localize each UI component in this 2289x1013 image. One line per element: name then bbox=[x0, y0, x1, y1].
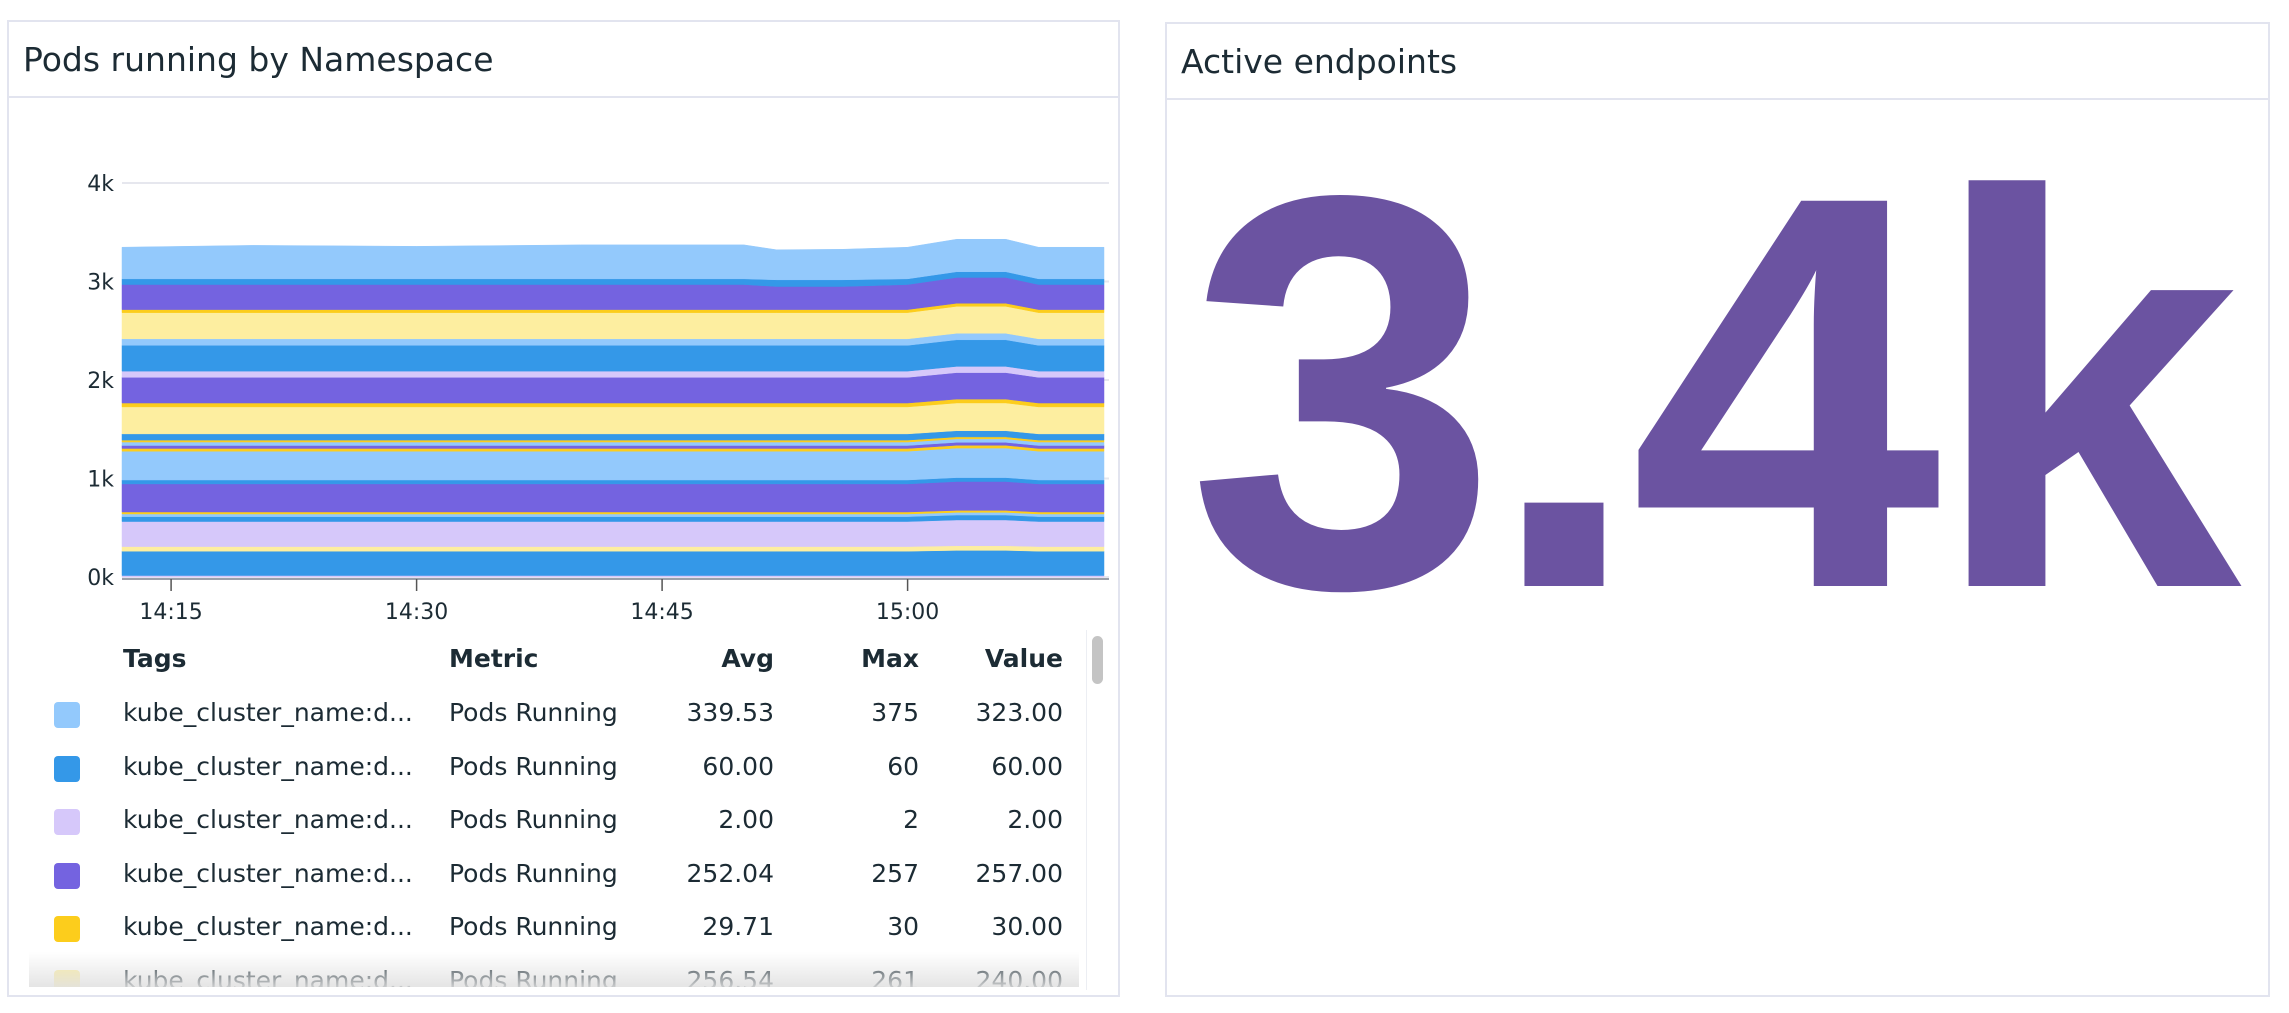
area-series bbox=[121, 550, 1105, 576]
x-tick-label: 15:00 bbox=[876, 600, 939, 625]
series-color-swatch bbox=[54, 755, 80, 782]
table-row[interactable]: kube_cluster_name:d... Pods Running 2.00 2 2… bbox=[9, 797, 1089, 847]
active-endpoints-widget: Active endpoints 3.4k bbox=[1165, 22, 2270, 997]
legend-table: Tags Metric Avg Max Value kube_cluster_n… bbox=[9, 632, 1089, 987]
y-tick-label: 2k bbox=[87, 369, 114, 394]
scroll-fade bbox=[29, 952, 1079, 987]
widget-title: Pods running by Namespace bbox=[9, 22, 1118, 98]
series-color-swatch bbox=[54, 862, 80, 889]
x-tick-label: 14:45 bbox=[630, 600, 693, 625]
row-value: 257.00 bbox=[975, 858, 1063, 888]
x-tick-label: 14:30 bbox=[385, 600, 448, 625]
row-max: 257 bbox=[871, 858, 919, 888]
row-value: 323.00 bbox=[975, 698, 1063, 727]
row-max: 2 bbox=[903, 805, 919, 835]
row-metric: Pods Running bbox=[449, 805, 618, 835]
y-tick-label: 3k bbox=[87, 271, 114, 296]
row-tags: kube_cluster_name:d... bbox=[123, 698, 413, 727]
row-metric: Pods Running bbox=[449, 858, 618, 888]
row-tags: kube_cluster_name:d... bbox=[123, 751, 413, 781]
series-color-swatch bbox=[54, 809, 80, 836]
stacked-area-chart[interactable]: 0k 1k 2k 3k 4k 14:15 14:30 14:45 15:00 bbox=[9, 98, 1119, 628]
y-tick-label: 4k bbox=[87, 172, 114, 197]
row-metric: Pods Running bbox=[449, 912, 618, 942]
table-row[interactable]: kube_cluster_name:d... Pods Running 339.53… bbox=[9, 690, 1089, 740]
area-series bbox=[121, 481, 1105, 513]
row-value: 30.00 bbox=[991, 912, 1063, 942]
header-metric[interactable]: Metric bbox=[449, 644, 539, 673]
area-series bbox=[121, 402, 1105, 435]
row-max: 60 bbox=[887, 751, 919, 781]
row-avg: 60.00 bbox=[702, 751, 774, 781]
widget-title: Active endpoints bbox=[1167, 24, 2268, 100]
row-avg: 339.53 bbox=[686, 698, 774, 727]
row-avg: 2.00 bbox=[718, 805, 774, 835]
row-tags: kube_cluster_name:d... bbox=[123, 912, 413, 942]
header-max[interactable]: Max bbox=[861, 644, 919, 673]
row-tags: kube_cluster_name:d... bbox=[123, 858, 413, 888]
row-avg: 29.71 bbox=[702, 912, 774, 942]
scrollbar-thumb[interactable] bbox=[1092, 636, 1103, 684]
row-value: 2.00 bbox=[1007, 805, 1063, 835]
x-tick-label: 14:15 bbox=[139, 600, 202, 625]
series-color-swatch bbox=[54, 702, 80, 728]
table-row[interactable]: kube_cluster_name:d... Pods Running 252.04… bbox=[9, 851, 1089, 901]
row-tags: kube_cluster_name:d... bbox=[123, 805, 413, 835]
row-avg: 252.04 bbox=[686, 858, 774, 888]
area-series bbox=[121, 447, 1105, 481]
query-value: 3.4k bbox=[1187, 79, 2241, 705]
table-row[interactable]: kube_cluster_name:d... Pods Running 60.00 6… bbox=[9, 744, 1089, 794]
y-tick-label: 1k bbox=[87, 468, 114, 493]
row-metric: Pods Running bbox=[449, 698, 618, 727]
header-value[interactable]: Value bbox=[984, 644, 1063, 673]
area-series bbox=[121, 519, 1105, 547]
table-scrollbar[interactable] bbox=[1086, 630, 1107, 990]
table-row[interactable]: kube_cluster_name:d... Pods Running 29.71 3… bbox=[9, 904, 1089, 954]
y-tick-label: 0k bbox=[87, 566, 114, 591]
row-max: 30 bbox=[887, 912, 919, 942]
row-max: 375 bbox=[871, 698, 919, 727]
series-color-swatch bbox=[54, 916, 80, 943]
header-tags[interactable]: Tags bbox=[123, 644, 187, 673]
row-value: 60.00 bbox=[991, 751, 1063, 781]
row-metric: Pods Running bbox=[449, 751, 618, 781]
area-series bbox=[121, 238, 1105, 281]
header-avg[interactable]: Avg bbox=[721, 644, 774, 673]
pods-running-widget: Pods running by Namespace 0k 1k 2k 3k 4k 14:1… bbox=[7, 20, 1120, 997]
